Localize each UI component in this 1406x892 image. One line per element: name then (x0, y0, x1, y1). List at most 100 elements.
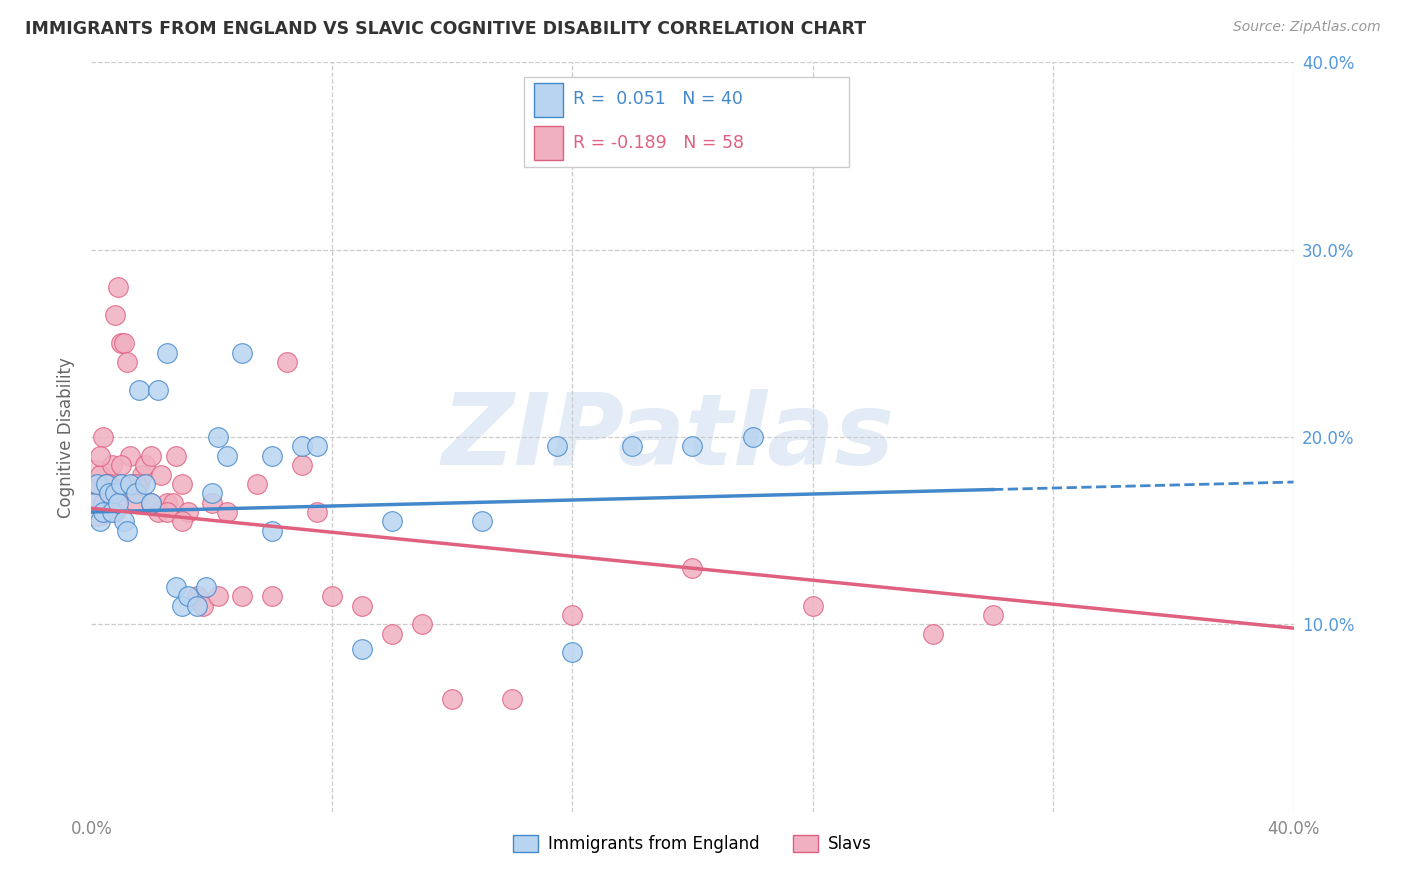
Point (922, 626, 945, 640)
Point (155, 496, 177, 510)
Point (561, 646, 583, 660)
Point (155, 346, 177, 360)
Point (93, 496, 115, 510)
Point (291, 458, 314, 473)
Point (170, 477, 193, 491)
Point (276, 355, 298, 369)
Point (114, 336, 136, 351)
Point (83, 496, 105, 510)
Point (96, 477, 118, 491)
Point (89, 449, 111, 463)
Point (260, 449, 283, 463)
Point (191, 599, 214, 613)
Point (350, 641, 373, 656)
Point (104, 486, 127, 500)
Point (86, 477, 108, 491)
Point (176, 505, 198, 519)
Point (141, 496, 163, 510)
Point (134, 477, 156, 491)
Point (104, 309, 127, 323)
Point (89, 467, 111, 482)
Point (305, 440, 328, 454)
Point (86, 477, 108, 491)
Point (350, 599, 373, 613)
Point (96, 477, 118, 491)
Point (165, 449, 187, 463)
Point (120, 477, 142, 491)
Text: ZIPatlas: ZIPatlas (441, 389, 896, 485)
Point (681, 561, 703, 575)
Point (146, 505, 169, 519)
Point (98, 496, 121, 510)
Point (260, 524, 283, 538)
Point (207, 430, 229, 444)
Y-axis label: Cognitive Disability: Cognitive Disability (58, 357, 76, 517)
Point (128, 384, 150, 398)
Point (681, 440, 703, 454)
Point (981, 608, 1004, 623)
Point (83, 486, 105, 500)
Point (122, 477, 145, 491)
Point (231, 590, 253, 604)
Point (170, 599, 193, 613)
Point (134, 458, 156, 473)
Point (801, 599, 824, 613)
Point (125, 496, 148, 510)
Point (114, 514, 136, 528)
Point (89, 514, 111, 528)
Point (165, 580, 187, 594)
Point (141, 449, 163, 463)
Point (201, 496, 224, 510)
Point (96, 505, 118, 519)
Point (186, 590, 208, 604)
Point (215, 505, 238, 519)
Point (201, 486, 224, 500)
Point (246, 477, 269, 491)
Point (117, 355, 139, 369)
Point (170, 514, 193, 528)
Point (621, 440, 644, 454)
Point (291, 440, 314, 454)
Point (110, 336, 132, 351)
Point (260, 590, 283, 604)
Point (546, 440, 568, 454)
Point (110, 458, 132, 473)
Point (104, 505, 127, 519)
Point (440, 692, 463, 706)
Point (411, 617, 433, 632)
Text: Source: ZipAtlas.com: Source: ZipAtlas.com (1233, 20, 1381, 34)
Point (120, 449, 142, 463)
Point (561, 608, 583, 623)
Point (98, 486, 121, 500)
Point (231, 346, 253, 360)
Point (194, 580, 217, 594)
Point (93, 430, 115, 444)
Point (162, 496, 184, 510)
Point (186, 599, 208, 613)
Point (149, 467, 172, 482)
Point (98, 477, 121, 491)
Point (107, 280, 129, 294)
Point (125, 486, 148, 500)
Point (155, 505, 177, 519)
Text: IMMIGRANTS FROM ENGLAND VS SLAVIC COGNITIVE DISABILITY CORRELATION CHART: IMMIGRANTS FROM ENGLAND VS SLAVIC COGNIT… (25, 20, 866, 37)
Point (93, 505, 115, 519)
Point (117, 524, 139, 538)
Point (83, 477, 105, 491)
Point (215, 449, 238, 463)
Point (321, 590, 343, 604)
Point (107, 496, 129, 510)
Point (471, 514, 494, 528)
Point (381, 514, 404, 528)
Point (110, 477, 132, 491)
Point (125, 477, 148, 491)
Point (141, 496, 163, 510)
Point (741, 430, 763, 444)
Point (176, 590, 198, 604)
Point (101, 505, 124, 519)
Point (101, 458, 124, 473)
Point (207, 590, 229, 604)
Point (501, 692, 523, 706)
Point (381, 626, 404, 640)
Point (305, 505, 328, 519)
